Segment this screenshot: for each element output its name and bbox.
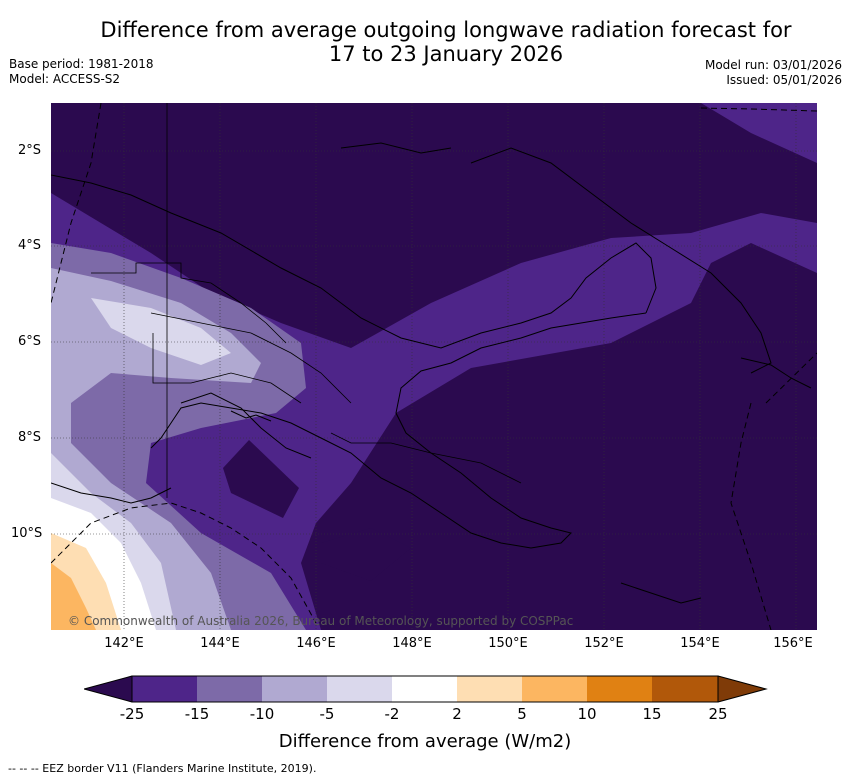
base-period: Base period: 1981-2018 (9, 57, 154, 71)
anomaly-spot-south (321, 528, 411, 581)
metadata-right: Model run: 03/01/2026 Issued: 05/01/2026 (705, 58, 842, 88)
graticule (51, 103, 817, 630)
lat-label-8s: 8°S (18, 430, 42, 445)
eez-footnote: -- -- -- EEZ border V11 (Flanders Marine… (8, 762, 317, 775)
colorbar-tick: 5 (517, 705, 527, 723)
colorbar-extend-outline (84, 675, 768, 703)
colorbar-segment (457, 676, 522, 702)
lon-label-156e: 156°E (773, 636, 813, 651)
anomaly-band-25-south (301, 243, 817, 630)
colorbar-high-extend (718, 676, 766, 702)
lat-label-10s: 10°S (11, 526, 43, 541)
colorbar-outline (131, 675, 719, 703)
title-line-2: 17 to 23 January 2026 (328, 42, 564, 66)
colorbar (84, 675, 768, 703)
colorbar-tick: -15 (184, 705, 210, 723)
lat-label-6s: 6°S (18, 334, 42, 349)
model-run: Model run: 03/01/2026 (704, 58, 842, 72)
anomaly-band-2-north (91, 298, 231, 365)
map-title: Difference from average outgoing longwav… (40, 18, 850, 66)
anomaly-spot-central (223, 440, 299, 518)
lon-label-154e: 154°E (680, 636, 720, 651)
lon-label-150e: 150°E (488, 636, 528, 651)
map-panel (51, 103, 817, 630)
copyright-notice: © Commonwealth of Australia 2026, Bureau… (68, 614, 574, 628)
lon-label-144e: 144°E (200, 636, 240, 651)
colorbar-low-extend (84, 676, 132, 702)
colorbar-label: Difference from average (W/m2) (278, 731, 572, 752)
lat-label-4s: 4°S (18, 238, 42, 253)
colorbar-segment (392, 676, 457, 702)
metadata-left: Base period: 1981-2018 Model: ACCESS-S2 (9, 57, 154, 87)
lon-label-146e: 146°E (296, 636, 336, 651)
title-line-1: Difference from average outgoing longwav… (100, 18, 792, 42)
lon-label-142e: 142°E (104, 636, 144, 651)
colorbar-tick: -2 (384, 705, 400, 723)
colorbar-tick: -10 (249, 705, 275, 723)
lon-label-148e: 148°E (392, 636, 432, 651)
colorbar-segment (327, 676, 392, 702)
coastlines (51, 142, 812, 604)
colorbar-segment (522, 676, 587, 702)
colorbar-segment (652, 676, 718, 702)
colorbar-segment (587, 676, 652, 702)
colorbar-segment (262, 676, 327, 702)
colorbar-tick: -5 (319, 705, 335, 723)
lat-label-2s: 2°S (18, 143, 42, 158)
admin-borders (91, 103, 522, 498)
colorbar-tick: 2 (452, 705, 462, 723)
olr-anomaly-map (51, 103, 817, 630)
eez-border (51, 103, 817, 630)
colorbar-tick: 15 (642, 705, 662, 723)
colorbar-segment (197, 676, 262, 702)
colorbar-segment (132, 676, 197, 702)
colorbar-tick: 25 (708, 705, 728, 723)
lon-label-152e: 152°E (584, 636, 624, 651)
anomaly-band-pos-10 (51, 563, 96, 630)
colorbar-tick: -25 (119, 705, 145, 723)
issued-date: Issued: 05/01/2026 (726, 73, 842, 87)
colorbar-tick: 10 (577, 705, 597, 723)
anomaly-band-25-north (51, 103, 817, 348)
model-name: Model: ACCESS-S2 (9, 72, 121, 86)
